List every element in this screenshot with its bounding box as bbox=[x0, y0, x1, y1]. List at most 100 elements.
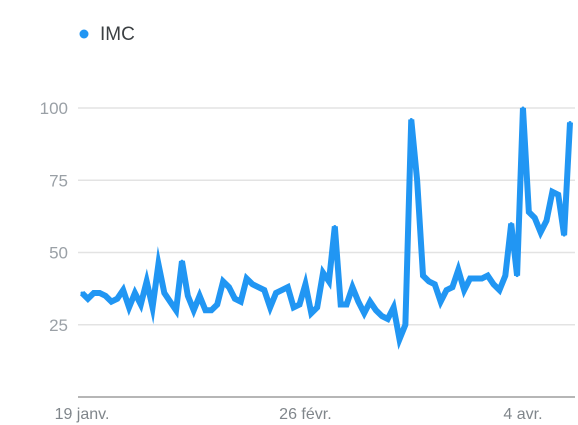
x-tick-label: 4 avr. bbox=[503, 406, 542, 423]
data-point bbox=[544, 219, 548, 223]
data-point bbox=[203, 308, 207, 312]
data-point bbox=[239, 300, 243, 304]
grid bbox=[78, 107, 575, 326]
data-point bbox=[486, 274, 490, 278]
legend-marker-imc bbox=[79, 29, 89, 39]
data-point bbox=[104, 294, 108, 298]
data-point bbox=[368, 300, 372, 304]
data-point bbox=[315, 305, 319, 309]
data-point bbox=[192, 308, 196, 312]
x-axis-ticks: 19 janv. 26 févr. 4 avr. bbox=[55, 406, 543, 423]
data-point bbox=[321, 271, 325, 275]
data-point bbox=[550, 190, 554, 194]
data-point bbox=[509, 222, 513, 226]
data-point bbox=[80, 291, 84, 295]
data-point bbox=[374, 308, 378, 312]
data-point bbox=[339, 303, 343, 307]
data-point bbox=[209, 308, 213, 312]
data-point bbox=[98, 291, 102, 295]
data-point bbox=[127, 305, 131, 309]
x-tick-label: 26 févr. bbox=[279, 406, 331, 423]
data-point bbox=[439, 300, 443, 304]
data-point bbox=[497, 288, 501, 292]
data-point bbox=[433, 282, 437, 286]
data-point bbox=[286, 285, 290, 289]
data-point bbox=[515, 274, 519, 278]
data-point bbox=[121, 288, 125, 292]
data-point bbox=[450, 285, 454, 289]
data-point bbox=[409, 118, 413, 122]
data-point bbox=[309, 311, 313, 315]
data-point bbox=[298, 303, 302, 307]
data-point bbox=[527, 210, 531, 214]
data-point bbox=[562, 233, 566, 237]
data-point bbox=[362, 311, 366, 315]
y-axis-ticks: 25 50 75 100 bbox=[40, 99, 68, 335]
data-point bbox=[403, 323, 407, 327]
data-point bbox=[456, 268, 460, 272]
data-point bbox=[345, 303, 349, 307]
data-point bbox=[115, 297, 119, 301]
x-tick-label: 19 janv. bbox=[55, 406, 110, 423]
data-point bbox=[415, 178, 419, 182]
data-point bbox=[145, 279, 149, 283]
data-point bbox=[568, 120, 572, 124]
data-point bbox=[327, 279, 331, 283]
data-point bbox=[492, 282, 496, 286]
data-point bbox=[168, 300, 172, 304]
data-point bbox=[215, 303, 219, 307]
data-point bbox=[186, 294, 190, 298]
data-point bbox=[445, 288, 449, 292]
data-point bbox=[262, 288, 266, 292]
data-point bbox=[268, 305, 272, 309]
data-point bbox=[227, 285, 231, 289]
y-tick-label: 75 bbox=[49, 171, 68, 190]
data-point bbox=[109, 300, 113, 304]
legend-label-imc: IMC bbox=[100, 24, 135, 45]
data-point bbox=[162, 291, 166, 295]
data-point bbox=[350, 285, 354, 289]
y-tick-label: 50 bbox=[49, 244, 68, 263]
data-point bbox=[303, 282, 307, 286]
data-point bbox=[556, 193, 560, 197]
data-point bbox=[480, 277, 484, 281]
data-point bbox=[462, 288, 466, 292]
data-point bbox=[180, 259, 184, 263]
data-point bbox=[156, 262, 160, 266]
series-line-imc bbox=[79, 107, 573, 350]
data-point bbox=[139, 303, 143, 307]
series-group bbox=[79, 106, 573, 350]
y-tick-label: 100 bbox=[40, 99, 68, 118]
data-point bbox=[151, 305, 155, 309]
data-point bbox=[468, 277, 472, 281]
data-point bbox=[245, 277, 249, 281]
data-point bbox=[280, 288, 284, 292]
data-point bbox=[539, 230, 543, 234]
data-point bbox=[386, 317, 390, 321]
data-point bbox=[421, 274, 425, 278]
data-point bbox=[474, 277, 478, 281]
data-point bbox=[133, 291, 137, 295]
data-point bbox=[392, 305, 396, 309]
data-point bbox=[533, 216, 537, 220]
data-point bbox=[198, 294, 202, 298]
data-point bbox=[256, 285, 260, 289]
legend: IMC bbox=[79, 24, 135, 45]
data-point bbox=[221, 279, 225, 283]
data-point bbox=[356, 300, 360, 304]
data-point bbox=[503, 274, 507, 278]
data-point bbox=[292, 305, 296, 309]
data-point bbox=[86, 297, 90, 301]
y-tick-label: 25 bbox=[49, 316, 68, 335]
data-point bbox=[233, 297, 237, 301]
data-point bbox=[333, 224, 337, 228]
data-point bbox=[251, 282, 255, 286]
data-point bbox=[427, 279, 431, 283]
data-point bbox=[274, 291, 278, 295]
data-point bbox=[397, 337, 401, 341]
data-point bbox=[380, 314, 384, 318]
data-point bbox=[174, 308, 178, 312]
data-point bbox=[92, 291, 96, 295]
data-point bbox=[521, 106, 525, 110]
